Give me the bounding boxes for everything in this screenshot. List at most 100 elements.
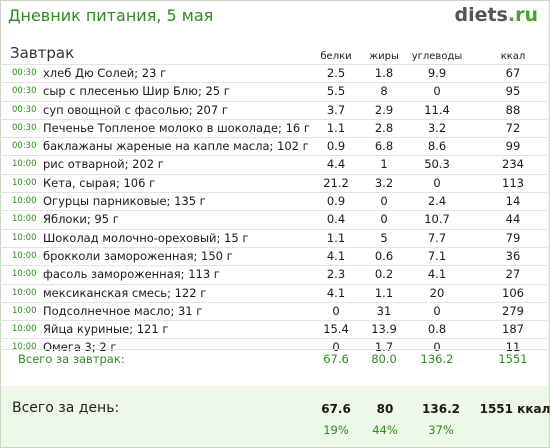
food-fat: 13.9 <box>371 322 397 337</box>
subtotal-fat: 80.0 <box>371 352 397 366</box>
food-name: Омега 3; 2 г <box>43 340 117 355</box>
food-fat: 1.8 <box>374 66 394 80</box>
food-protein: 1.1 <box>326 120 346 135</box>
site-logo[interactable]: diets.ru <box>454 4 538 26</box>
subtotal-carbs: 136.2 <box>420 352 454 366</box>
food-carbs: 7.1 <box>427 248 447 263</box>
food-fat: 2.8 <box>374 120 394 135</box>
food-row[interactable]: 00:30 баклажаны жареные на капле масла; 1… <box>0 137 550 155</box>
food-row[interactable]: 00:30 хлеб Дю Солей; 23 г 2.5 1.8 9.9 67 <box>0 64 550 82</box>
day-carbs-percent: 37% <box>428 423 454 437</box>
food-carbs: 0 <box>433 84 441 99</box>
entry-time: 10:00 <box>12 287 37 298</box>
food-row[interactable]: 10:00 Подсолнечное масло; 31 г 0 31 0 279 <box>0 301 550 320</box>
food-fat: 1.7 <box>374 340 394 355</box>
food-protein: 0 <box>332 340 340 355</box>
subtotal-protein: 67.6 <box>323 352 349 366</box>
day-total-label: Всего за день: <box>12 400 120 416</box>
day-protein-percent: 19% <box>323 423 349 437</box>
logo-main: diets <box>454 4 508 26</box>
food-protein: 4.1 <box>326 248 346 263</box>
food-kcal: 27 <box>505 267 521 282</box>
food-carbs: 2.4 <box>427 194 447 209</box>
food-fat: 1.1 <box>374 285 394 300</box>
food-row[interactable]: 00:30 Печенье Топленое молоко в шоколаде;… <box>0 118 550 137</box>
food-fat: 5 <box>380 230 388 245</box>
food-row[interactable]: 10:00 Яйца куриные; 121 г 15.4 13.9 0.8 187 <box>0 320 550 338</box>
food-fat: 0.6 <box>374 248 394 263</box>
food-carbs: 9.9 <box>427 66 447 80</box>
food-row[interactable]: 10:00 Омега 3; 2 г 0 1.7 0 11 <box>0 338 550 356</box>
food-protein: 0 <box>332 303 340 318</box>
food-carbs: 0 <box>433 175 441 190</box>
column-kcal: ккал <box>500 51 526 62</box>
food-row[interactable]: 10:00 мексиканская смесь; 122 г 4.1 1.1 20 10… <box>0 283 550 302</box>
food-kcal: 106 <box>502 285 524 300</box>
food-name: брокколи замороженная; 150 г <box>43 248 233 263</box>
food-carbs: 8.6 <box>427 139 447 154</box>
entry-time: 10:00 <box>12 305 37 316</box>
food-name: баклажаны жареные на капле масла; 102 г <box>43 139 309 154</box>
entry-time: 00:30 <box>12 104 37 115</box>
food-row[interactable]: 00:30 сыр с плесенью Шир Блю; 25 г 5.5 8 0 95 <box>0 82 550 100</box>
food-kcal: 99 <box>505 139 521 154</box>
entry-time: 00:30 <box>12 122 37 133</box>
food-row[interactable]: 10:00 брокколи замороженная; 150 г 4.1 0.6 7… <box>0 246 550 265</box>
food-protein: 0.9 <box>326 139 346 154</box>
food-protein: 1.1 <box>326 230 346 245</box>
food-row[interactable]: 10:00 Кета, сырая; 106 г 21.2 3.2 0 113 <box>0 173 550 192</box>
entry-time: 10:00 <box>12 232 37 243</box>
food-kcal: 72 <box>505 120 521 135</box>
food-carbs: 0 <box>433 340 441 355</box>
food-kcal: 113 <box>502 175 524 190</box>
food-carbs: 50.3 <box>424 157 450 172</box>
food-row[interactable]: 10:00 Яблоки; 95 г 0.4 0 10.7 44 <box>0 210 550 228</box>
food-name: Яйца куриные; 121 г <box>43 322 169 337</box>
food-kcal: 67 <box>505 66 521 80</box>
day-total-panel: Всего за день: 67.6 80 136.2 1551 ккал 1… <box>1 386 550 447</box>
food-name: суп овощной с фасолью; 207 г <box>43 102 228 117</box>
food-carbs: 7.7 <box>427 230 447 245</box>
entry-time: 10:00 <box>12 269 37 280</box>
meal-subtotal-row: Всего за завтрак: 67.6 80.0 136.2 1551 <box>0 349 550 369</box>
food-protein: 2.3 <box>326 267 346 282</box>
food-row[interactable]: 10:00 Огурцы парниковые; 135 г 0.9 0 2.4 14 <box>0 192 550 210</box>
food-carbs: 0.8 <box>427 322 447 337</box>
food-name: Подсолнечное масло; 31 г <box>43 303 203 318</box>
food-carbs: 20 <box>429 285 445 300</box>
column-headers: белки жиры углеводы ккал <box>0 48 550 64</box>
food-fat: 3.2 <box>374 175 394 190</box>
food-kcal: 14 <box>505 194 521 209</box>
food-name: рис отварной; 202 г <box>43 157 164 172</box>
food-name: Яблоки; 95 г <box>43 212 119 227</box>
subtotal-label: Всего за завтрак: <box>18 352 125 366</box>
food-carbs: 3.2 <box>427 120 447 135</box>
food-kcal: 44 <box>505 212 521 227</box>
food-list: 00:30 хлеб Дю Солей; 23 г 2.5 1.8 9.9 67 00:30… <box>0 64 550 357</box>
entry-time: 10:00 <box>12 196 37 207</box>
food-protein: 3.7 <box>326 102 346 117</box>
food-carbs: 11.4 <box>424 102 450 117</box>
food-protein: 2.5 <box>326 66 346 80</box>
food-row[interactable]: 10:00 фасоль замороженная; 113 г 2.3 0.2 4.1… <box>0 265 550 283</box>
page-title: Дневник питания, 5 мая <box>8 6 214 25</box>
food-row[interactable]: 10:00 Шоколад молочно-ореховый; 15 г 1.1 5 7… <box>0 228 550 247</box>
logo-tld: .ru <box>507 4 538 26</box>
day-total-fat: 80 <box>376 402 394 416</box>
food-name: Шоколад молочно-ореховый; 15 г <box>43 230 249 245</box>
day-total-protein: 67.6 <box>321 402 351 416</box>
food-kcal: 36 <box>505 248 521 263</box>
food-protein: 0.9 <box>326 194 346 209</box>
food-fat: 1 <box>380 157 388 172</box>
food-row[interactable]: 10:00 рис отварной; 202 г 4.4 1 50.3 234 <box>0 155 550 173</box>
day-total-kcal: 1551 ккал <box>479 402 550 416</box>
food-name: фасоль замороженная; 113 г <box>43 267 220 282</box>
food-fat: 6.8 <box>374 139 394 154</box>
food-fat: 8 <box>380 84 388 99</box>
food-row[interactable]: 00:30 суп овощной с фасолью; 207 г 3.7 2.9 1… <box>0 100 550 119</box>
food-protein: 4.4 <box>326 157 346 172</box>
food-fat: 0 <box>380 194 388 209</box>
food-kcal: 279 <box>502 303 524 318</box>
food-name: Печенье Топленое молоко в шоколаде; 16 г <box>43 120 310 135</box>
food-fat: 2.9 <box>374 102 394 117</box>
